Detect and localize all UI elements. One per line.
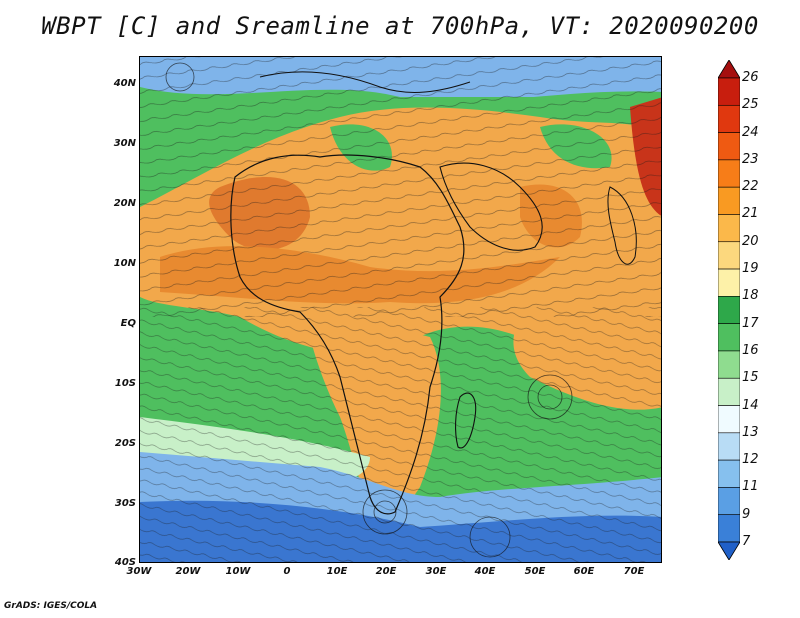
vortex-southern-ocean <box>469 516 511 558</box>
lon-label: 20E <box>375 566 397 577</box>
lon-label: 20W <box>175 566 201 577</box>
colorbar-label: 25 <box>742 97 759 113</box>
colorbar-segment <box>718 132 740 161</box>
colorbar-label: 17 <box>742 315 759 331</box>
lat-label: EQ <box>120 318 136 329</box>
colorbar-label: 18 <box>742 288 759 304</box>
lon-label: 30E <box>425 566 447 577</box>
lat-label: 30S <box>114 498 136 509</box>
lon-label: 0 <box>283 566 291 577</box>
colorbar-segment <box>718 296 740 324</box>
map-panel <box>139 56 662 563</box>
lon-label: 40E <box>474 566 496 577</box>
colorbar-label: 19 <box>742 261 759 277</box>
colorbar-label: 23 <box>742 151 759 167</box>
lon-label: 30W <box>126 566 152 577</box>
coastline-europe <box>259 71 471 93</box>
lat-label: 30N <box>113 138 136 149</box>
vortex-indian-ocean <box>527 374 573 420</box>
lat-label: 10S <box>114 378 136 389</box>
grads-credit: GrADS: IGES/COLA <box>4 601 98 611</box>
colorbar-segment <box>718 459 740 488</box>
colorbar-label: 13 <box>742 424 759 440</box>
colorbar-segment <box>718 77 740 106</box>
colorbar-label: 26 <box>742 70 759 85</box>
streamlines-north <box>140 57 661 317</box>
colorbar-segment <box>718 514 740 543</box>
coastline-india <box>607 186 637 265</box>
colorbar-label: 12 <box>742 452 759 468</box>
wbpt-field <box>140 57 661 562</box>
colorbar-segment <box>718 323 740 352</box>
colorbar <box>718 60 740 560</box>
colorbar-segment <box>718 104 740 133</box>
lon-label: 10W <box>225 566 251 577</box>
colorbar-segment <box>718 159 740 188</box>
colorbar-label: 21 <box>742 206 759 222</box>
lat-label: 40S <box>114 557 136 568</box>
colorbar-segment <box>718 268 740 297</box>
lat-label: 10N <box>113 258 136 269</box>
colorbar-segment <box>718 350 740 379</box>
colorbar-segment <box>718 432 740 461</box>
vortex-south-atlantic <box>362 489 408 535</box>
colorbar-label: 15 <box>742 370 759 386</box>
lon-label: 50E <box>524 566 546 577</box>
coastline-arabia <box>439 162 543 251</box>
colorbar-label: 24 <box>742 124 759 140</box>
colorbar-label: 11 <box>742 479 759 495</box>
lat-label: 20N <box>113 198 136 209</box>
colorbar-segment <box>718 405 740 434</box>
colorbar-top-arrow <box>718 60 740 79</box>
colorbar-segment <box>718 377 740 406</box>
colorbar-segment <box>718 186 740 215</box>
colorbar-label: 16 <box>742 342 759 358</box>
colorbar-segment <box>718 214 740 243</box>
lat-label: 20S <box>114 438 136 449</box>
coastline-africa <box>230 154 465 515</box>
lat-label: 40N <box>113 78 136 89</box>
colorbar-label: 22 <box>742 179 759 195</box>
colorbar-bottom-arrow <box>718 541 740 560</box>
map-title: WBPT [C] and Sreamline at 700hPa, VT: 20… <box>41 12 759 40</box>
colorbar-segment <box>718 487 740 516</box>
streamlines-south <box>140 307 661 562</box>
vortex-north-atlantic <box>165 62 195 92</box>
lon-label: 10E <box>326 566 348 577</box>
colorbar-segment <box>718 241 740 270</box>
lon-label: 70E <box>623 566 645 577</box>
colorbar-label: 9 <box>742 506 751 522</box>
colorbar-label: 7 <box>742 534 751 549</box>
colorbar-label: 14 <box>742 397 759 413</box>
coastline-madagascar <box>455 392 477 449</box>
lon-label: 60E <box>573 566 595 577</box>
colorbar-label: 20 <box>742 233 759 249</box>
